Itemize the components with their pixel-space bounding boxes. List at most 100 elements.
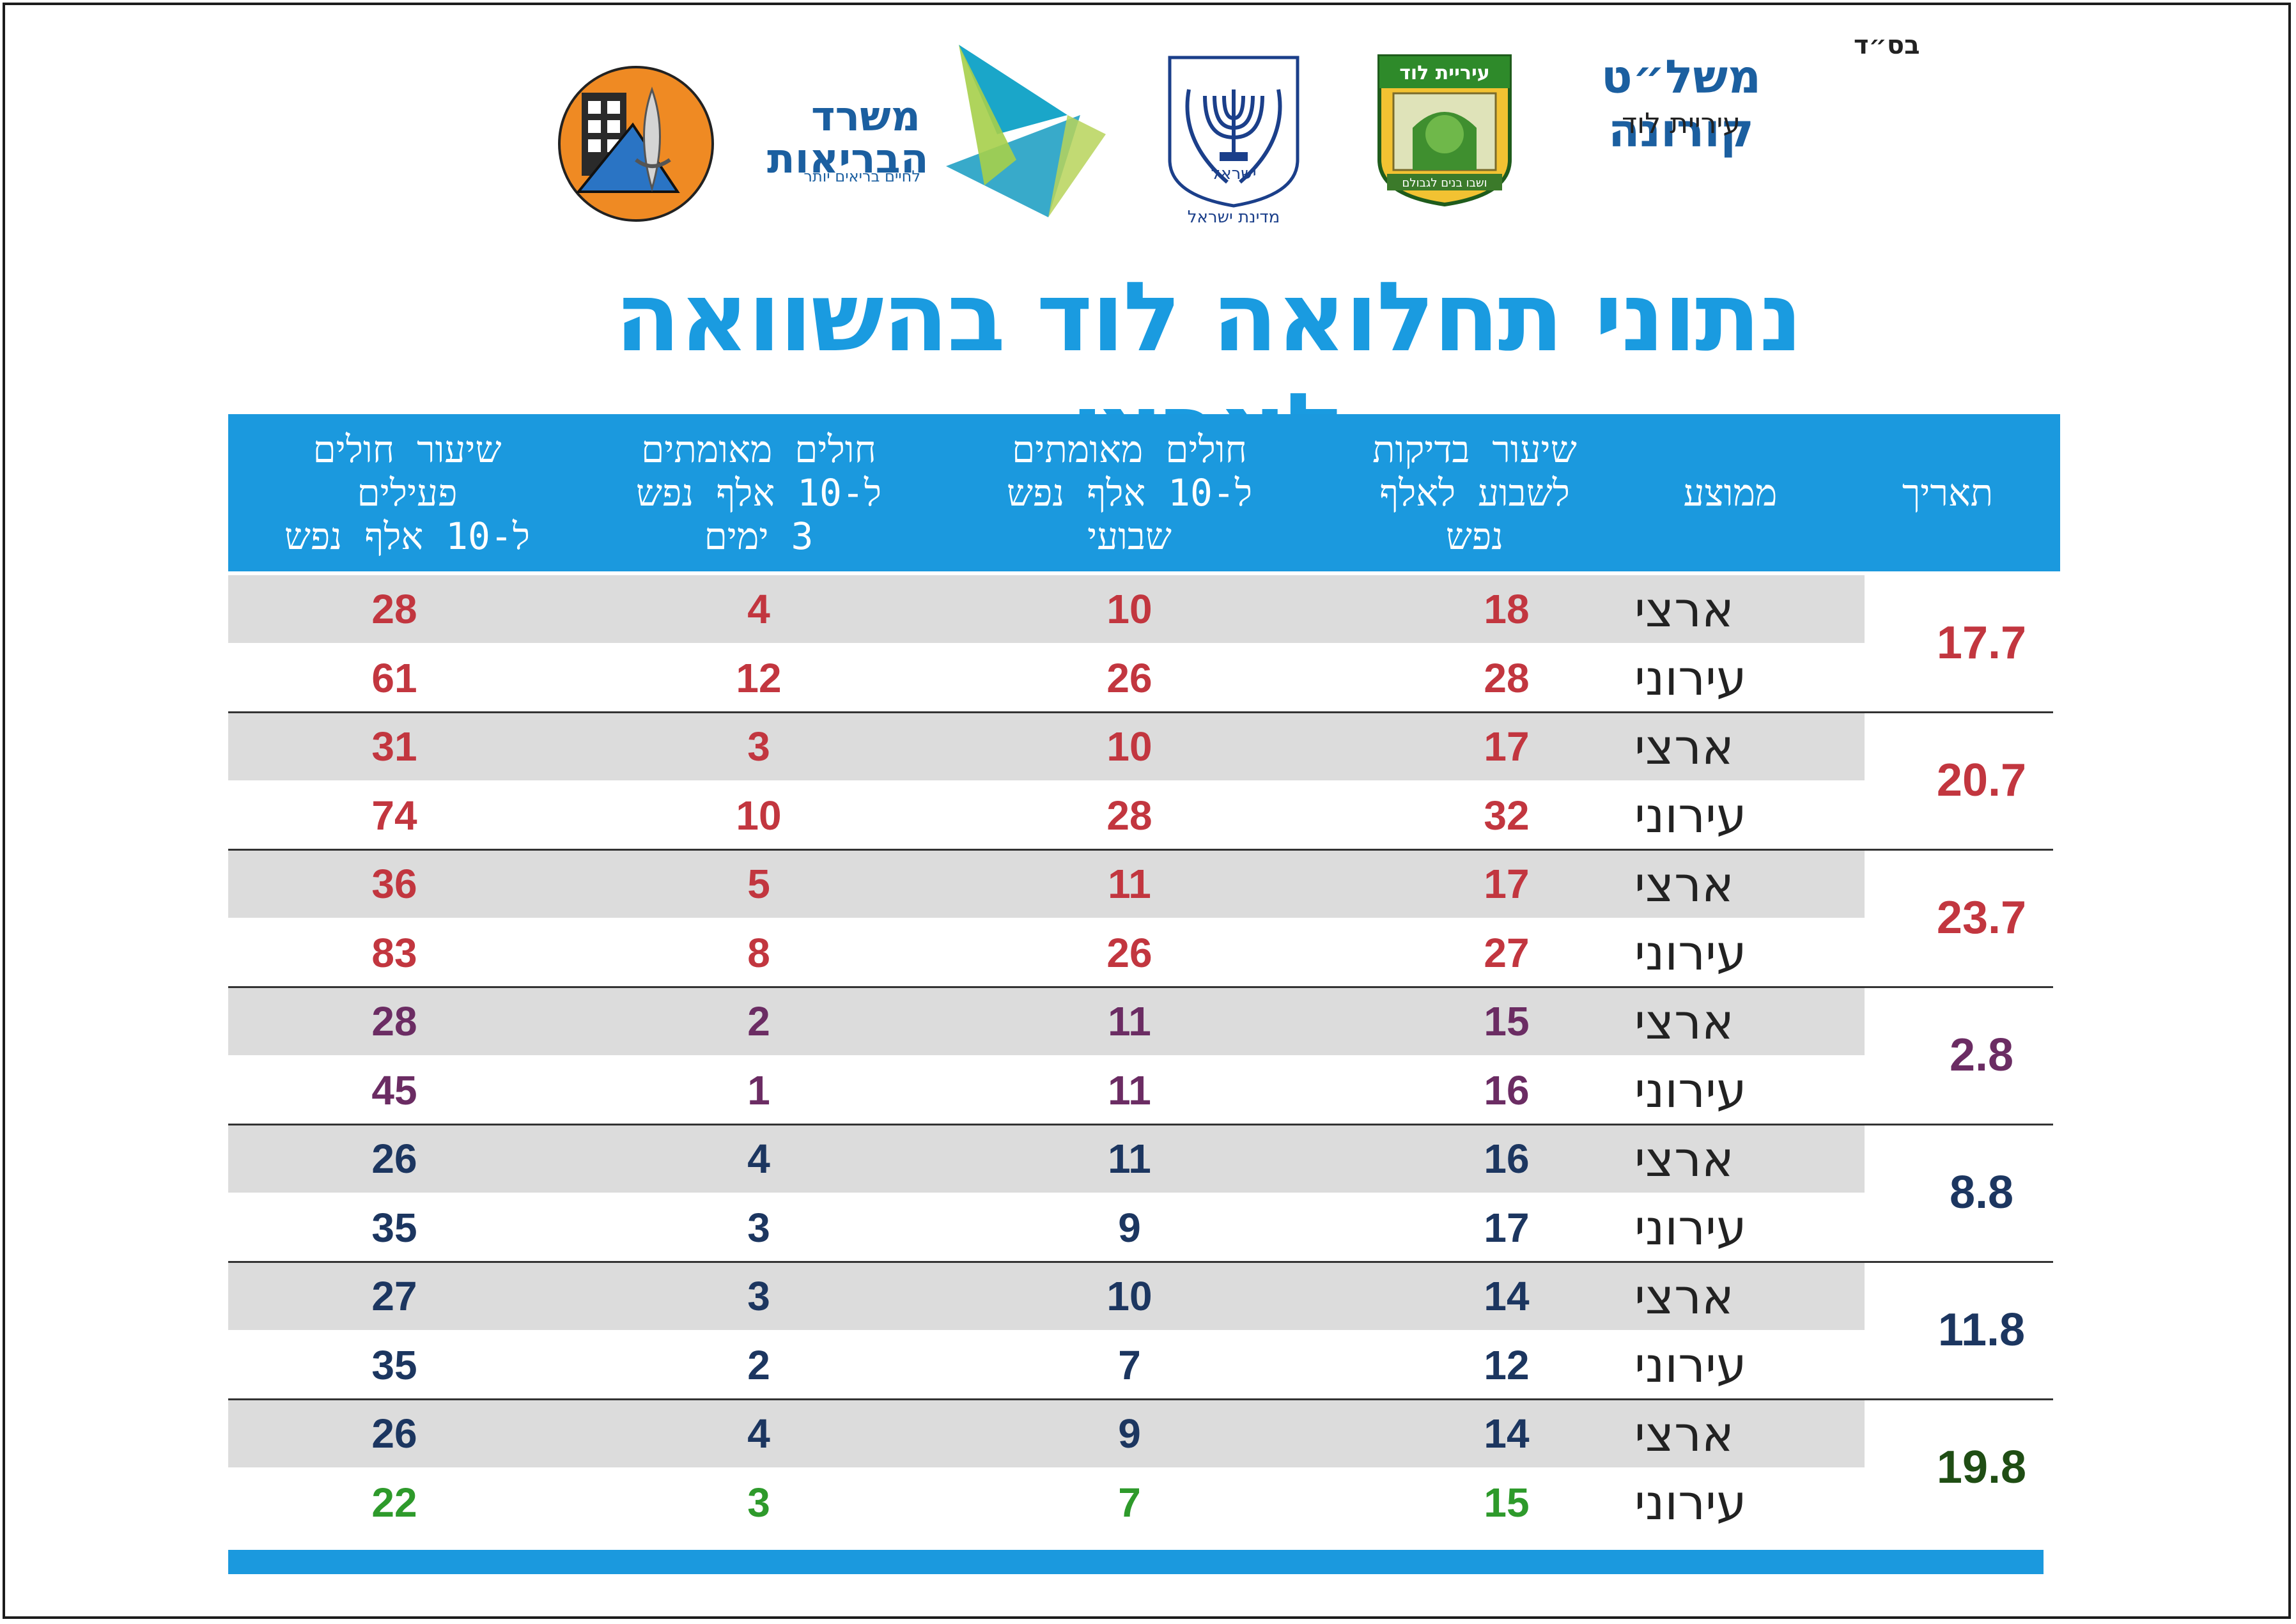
active-rate-cell: 45	[371, 1067, 417, 1113]
emblem-word: ישראל	[1211, 164, 1256, 183]
group-separator	[228, 1261, 2053, 1263]
weekly-confirmed-cell: 9	[1118, 1411, 1141, 1457]
tests-rate-cell: 32	[1484, 792, 1530, 839]
column-header-active-rate: שיעור חולים פעילים ל-10 אלף נפש	[284, 428, 531, 558]
home-front-command-logo	[556, 64, 716, 224]
table-row: ארצי 14 9 4 26	[228, 1400, 1865, 1467]
date-cell: 8.8	[1949, 1167, 2014, 1218]
three-day-confirmed-cell: 12	[736, 654, 782, 701]
table-row: עירוני 28 26 12 61	[228, 644, 1865, 712]
active-rate-cell: 36	[371, 861, 417, 907]
group-separator	[228, 1398, 2053, 1400]
tests-rate-cell: 15	[1484, 1479, 1530, 1526]
three-day-confirmed-cell: 4	[747, 1136, 770, 1182]
tests-rate-cell: 17	[1484, 1204, 1530, 1251]
three-day-confirmed-cell: 5	[747, 861, 770, 907]
row-type: עירוני	[1634, 649, 1747, 706]
weekly-confirmed-cell: 11	[1108, 998, 1151, 1044]
three-day-confirmed-cell: 3	[747, 723, 770, 769]
row-type: ארצי	[1634, 1405, 1734, 1462]
column-header-tests-rate: שיעור בדיקות לשבוע לאלף נפש	[1372, 428, 1577, 558]
weekly-confirmed-cell: 7	[1118, 1479, 1141, 1526]
column-header-weekly-confirmed: חולים מאומתים ל-10 אלף נפש שבועי	[1006, 428, 1253, 558]
weekly-confirmed-cell: 11	[1108, 861, 1151, 907]
tests-rate-cell: 17	[1484, 861, 1530, 907]
row-type: עירוני	[1634, 1062, 1747, 1118]
tests-rate-cell: 15	[1484, 998, 1530, 1044]
date-cell: 2.8	[1949, 1030, 2014, 1081]
table-row: ארצי 17 10 3 31	[228, 713, 1865, 780]
lod-municipality-logo: עיריית לוד ושבו בנים לגבולם	[1374, 51, 1515, 208]
moh-tagline: לחיים בריאים יותר	[803, 167, 920, 185]
row-type: ארצי	[1634, 1130, 1734, 1187]
three-day-confirmed-cell: 2	[747, 1342, 770, 1388]
active-rate-cell: 28	[371, 586, 417, 632]
weekly-confirmed-cell: 26	[1106, 654, 1152, 701]
tests-rate-cell: 27	[1484, 929, 1530, 976]
row-type: ארצי	[1634, 993, 1734, 1050]
lod-logo-text: עיריית לוד	[1399, 62, 1490, 84]
active-rate-cell: 22	[371, 1479, 417, 1526]
date-cell: 19.8	[1936, 1442, 2027, 1493]
tests-rate-cell: 12	[1484, 1342, 1530, 1388]
active-rate-cell: 74	[371, 792, 417, 839]
table-row: עירוני 32 28 10 74	[228, 782, 1865, 849]
tests-rate-cell: 16	[1484, 1136, 1530, 1182]
weekly-confirmed-cell: 10	[1106, 586, 1152, 632]
row-type: עירוני	[1634, 1336, 1747, 1393]
row-type: ארצי	[1634, 1267, 1734, 1325]
tests-rate-cell: 18	[1484, 586, 1530, 632]
column-header-3day-confirmed: חולים מאומתים ל-10 אלף נפש 3 ימים	[635, 428, 882, 558]
table-row: עירוני 12 7 2 35	[228, 1331, 1865, 1399]
moh-star-logo	[920, 38, 1112, 224]
date-cell: 17.7	[1936, 617, 2027, 669]
table-row: עירוני 27 26 8 83	[228, 919, 1865, 987]
three-day-confirmed-cell: 10	[736, 792, 782, 839]
three-day-confirmed-cell: 3	[747, 1204, 770, 1251]
tests-rate-cell: 17	[1484, 723, 1530, 769]
table-row: ארצי 15 11 2 28	[228, 987, 1865, 1055]
bottom-accent-bar	[228, 1550, 2044, 1574]
weekly-confirmed-cell: 11	[1108, 1136, 1151, 1182]
table-row: ארצי 16 11 4 26	[228, 1125, 1865, 1193]
column-header-date: תאריך	[1902, 471, 1994, 514]
tests-rate-cell: 16	[1484, 1067, 1530, 1113]
row-type: ארצי	[1634, 855, 1734, 913]
moh-name: משרד הבריאות	[767, 93, 929, 183]
active-rate-cell: 28	[371, 998, 417, 1044]
table-row: עירוני 15 7 3 22	[228, 1469, 1865, 1536]
brand-title: משל״ט קורונה	[1601, 50, 1762, 157]
weekly-confirmed-cell: 9	[1118, 1204, 1141, 1251]
row-type: עירוני	[1634, 787, 1747, 844]
column-header-average: ממוצע	[1683, 471, 1778, 514]
three-day-confirmed-cell: 4	[747, 586, 770, 632]
table-row: ארצי 18 10 4 28	[228, 575, 1865, 643]
weekly-confirmed-cell: 10	[1106, 1273, 1152, 1319]
weekly-confirmed-cell: 26	[1106, 929, 1152, 976]
weekly-confirmed-cell: 28	[1106, 792, 1152, 839]
table-row: ארצי 14 10 3 27	[228, 1262, 1865, 1330]
brand-subtitle: עיריית לוד	[1622, 107, 1741, 140]
table-row: עירוני 16 11 1 45	[228, 1056, 1865, 1124]
three-day-confirmed-cell: 4	[747, 1411, 770, 1457]
three-day-confirmed-cell: 8	[747, 929, 770, 976]
active-rate-cell: 35	[371, 1204, 417, 1251]
date-cell: 20.7	[1936, 755, 2027, 806]
tests-rate-cell: 14	[1484, 1273, 1530, 1319]
row-type: ארצי	[1634, 580, 1734, 638]
table-row: עירוני 17 9 3 35	[228, 1194, 1865, 1262]
active-rate-cell: 83	[371, 929, 417, 976]
active-rate-cell: 31	[371, 723, 417, 769]
bsd-mark: בס״ד	[1854, 31, 1920, 60]
weekly-confirmed-cell: 11	[1108, 1067, 1151, 1113]
active-rate-cell: 26	[371, 1136, 417, 1182]
lod-logo-motto: ושבו בנים לגבולם	[1402, 176, 1487, 190]
three-day-confirmed-cell: 2	[747, 998, 770, 1044]
row-type: ארצי	[1634, 718, 1734, 775]
group-separator	[228, 711, 2053, 713]
weekly-confirmed-cell: 7	[1118, 1342, 1141, 1388]
three-day-confirmed-cell: 3	[747, 1479, 770, 1526]
group-separator	[228, 1124, 2053, 1125]
row-type: עירוני	[1634, 1474, 1747, 1531]
active-rate-cell: 35	[371, 1342, 417, 1388]
